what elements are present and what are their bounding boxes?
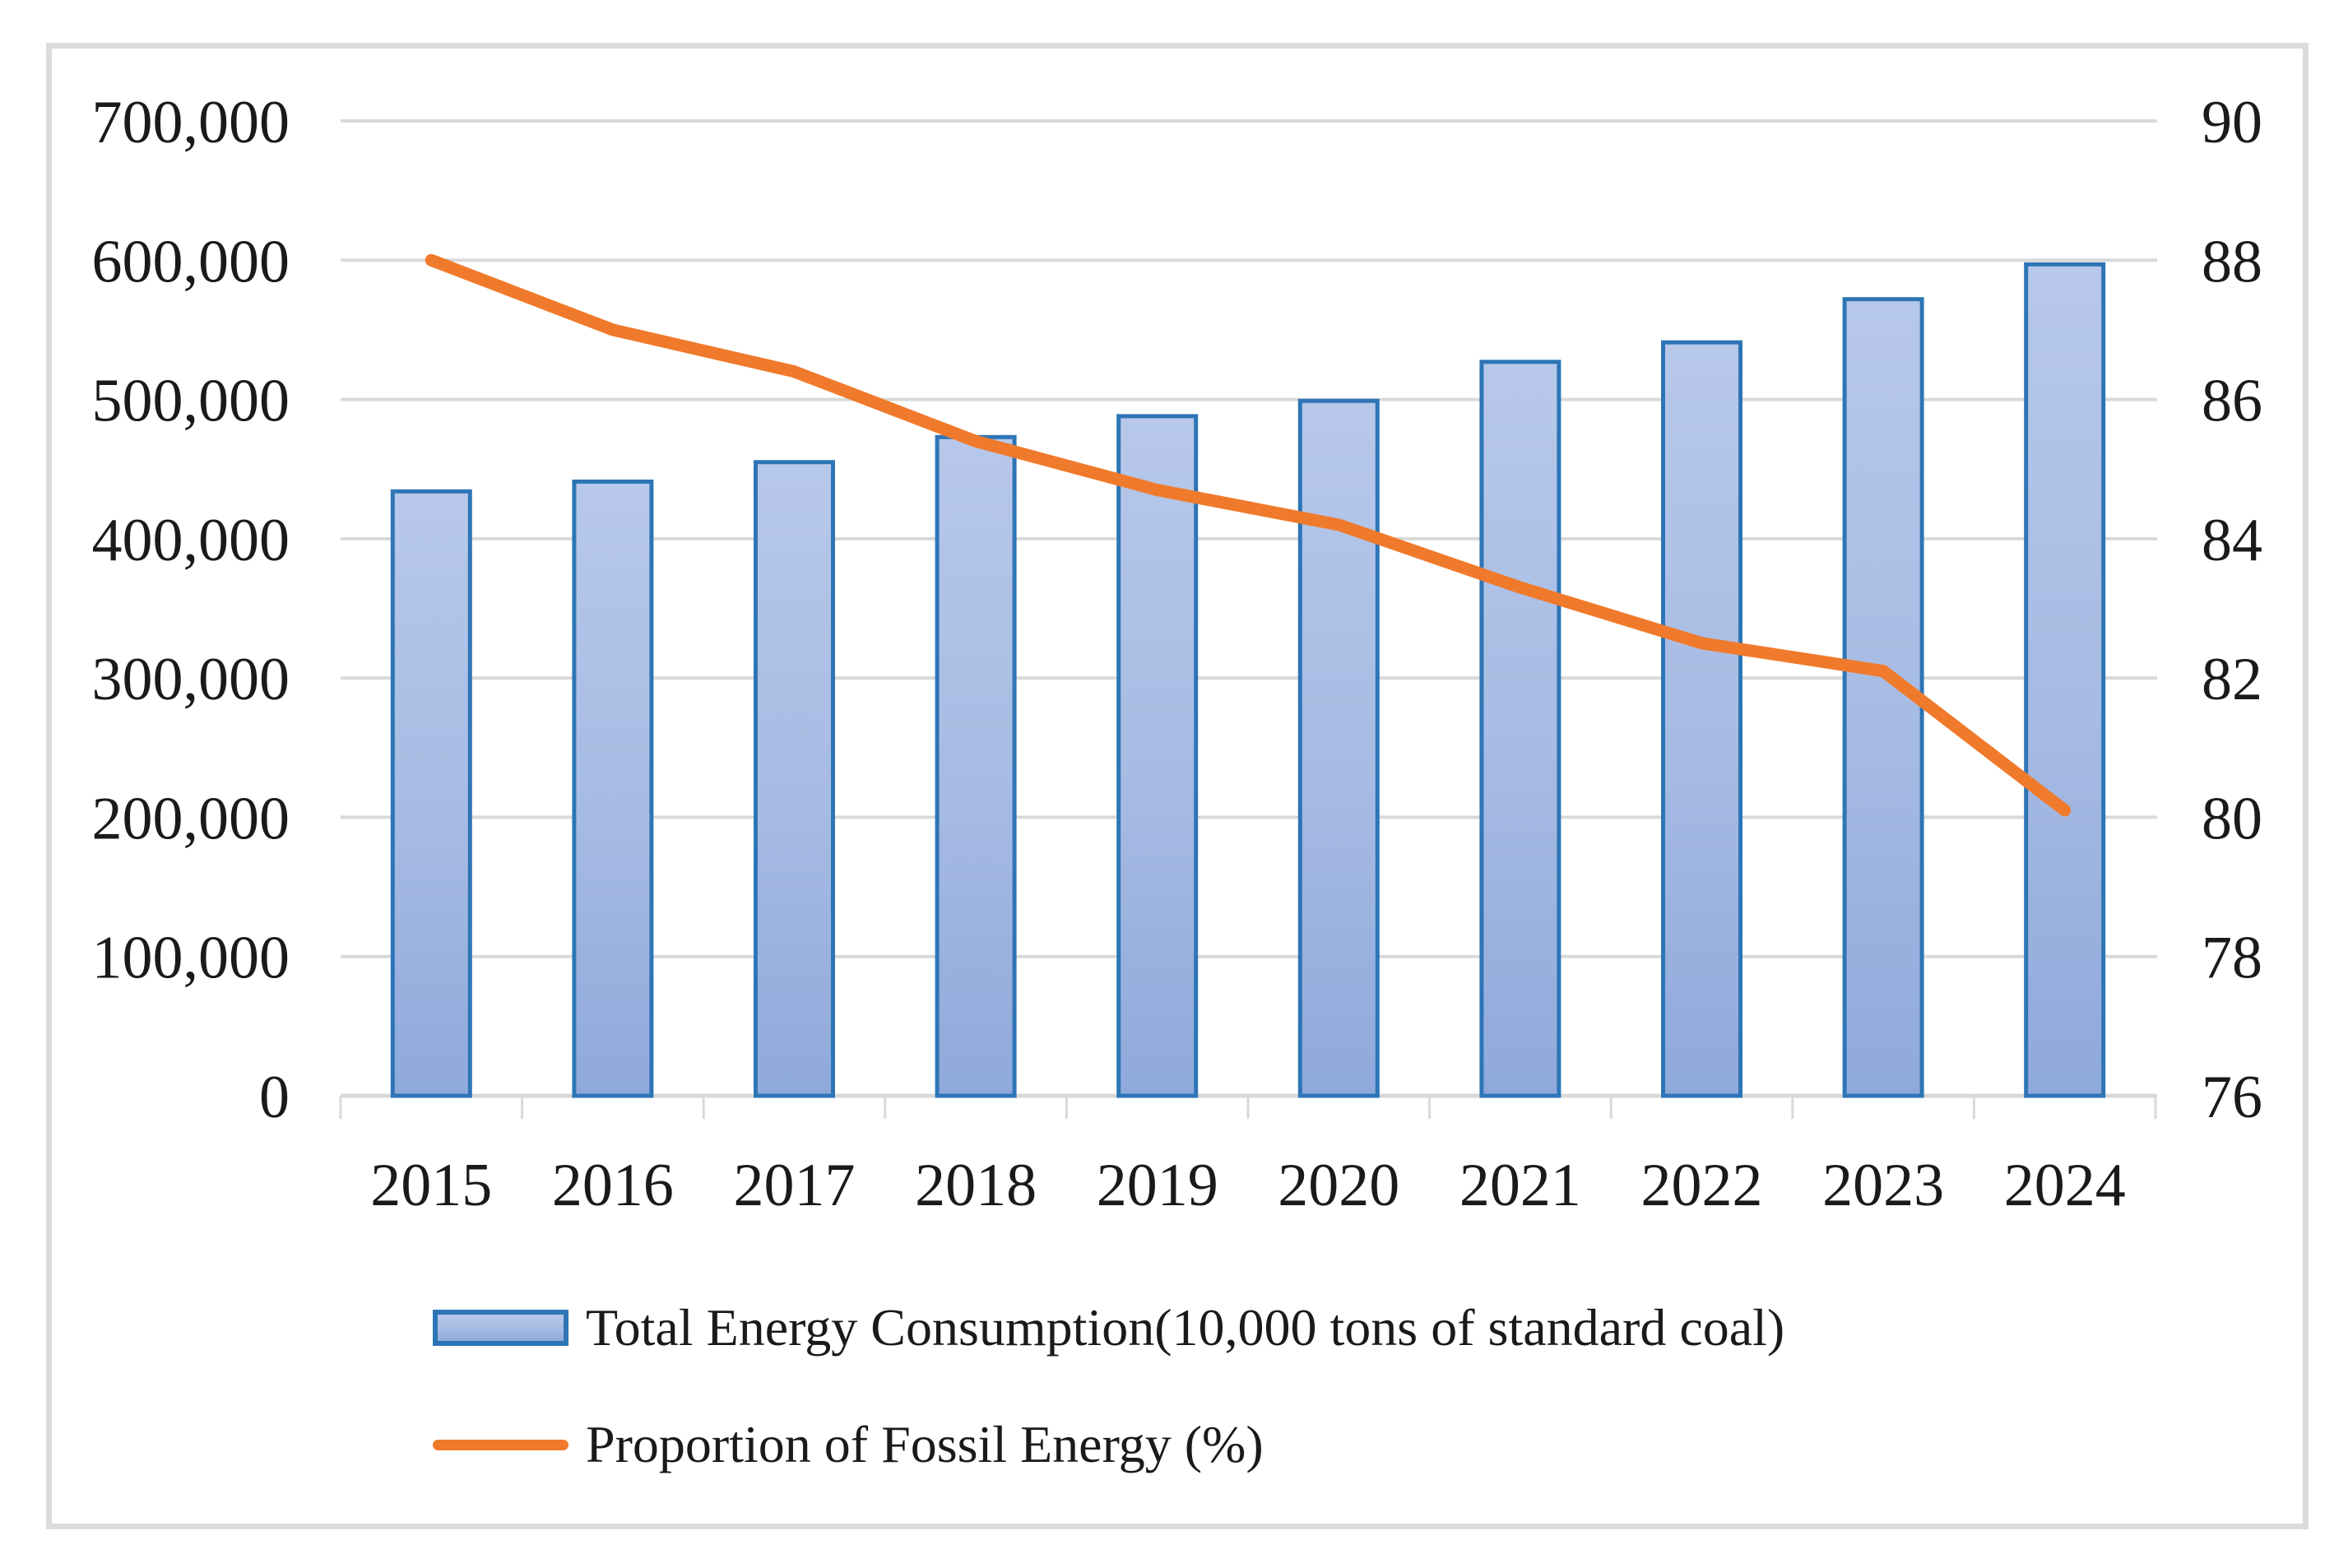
right-axis-tick-labels: 76 78 80 82 84 86 88 90 xyxy=(2202,89,2262,1131)
category-axis-ticks xyxy=(339,1096,2157,1119)
left-axis-label: 200,000 xyxy=(92,785,290,852)
right-axis-label: 76 xyxy=(2202,1064,2262,1131)
left-axis-label: 400,000 xyxy=(92,507,290,574)
year-label-2016: 2016 xyxy=(552,1152,674,1219)
bar-2022 xyxy=(1661,340,1742,1098)
energy-consumption-bars xyxy=(390,262,2106,1098)
left-axis-label: 0 xyxy=(259,1064,290,1131)
left-axis-label: 300,000 xyxy=(92,646,290,713)
bar-2017 xyxy=(754,460,835,1098)
fossil-energy-line xyxy=(425,253,2072,817)
fossil-energy-proportion-line xyxy=(425,253,2072,817)
year-label-2015: 2015 xyxy=(370,1152,492,1219)
left-axis-label: 600,000 xyxy=(92,228,290,295)
year-label-2022: 2022 xyxy=(1641,1152,1763,1219)
year-label-2020: 2020 xyxy=(1278,1152,1399,1219)
year-label-2024: 2024 xyxy=(2004,1152,2126,1219)
x-axis-year-labels: 2015 2016 2017 2018 2019 2020 2021 2022 2023 2024 xyxy=(370,1152,2125,1219)
right-axis-label: 88 xyxy=(2202,228,2262,295)
bar-2016 xyxy=(572,479,654,1098)
year-label-2018: 2018 xyxy=(915,1152,1037,1219)
bar-2021 xyxy=(1479,360,1561,1098)
right-axis-label: 82 xyxy=(2202,646,2262,713)
right-axis-label: 80 xyxy=(2202,785,2262,852)
year-label-2023: 2023 xyxy=(1822,1152,1944,1219)
year-label-2017: 2017 xyxy=(734,1152,856,1219)
right-axis-label: 86 xyxy=(2202,368,2262,435)
bar-2015 xyxy=(390,489,472,1098)
year-label-2019: 2019 xyxy=(1097,1152,1218,1219)
right-axis-label: 90 xyxy=(2202,89,2262,156)
bar-2024 xyxy=(2024,262,2106,1098)
year-label-2021: 2021 xyxy=(1459,1152,1581,1219)
bar-2018 xyxy=(935,434,1017,1098)
left-axis-tick-labels: 0 100,000 200,000 300,000 400,000 500,000 600,… xyxy=(92,89,290,1131)
right-axis-label: 84 xyxy=(2202,507,2262,574)
bar-2020 xyxy=(1297,398,1380,1098)
right-axis-label: 78 xyxy=(2202,925,2262,992)
left-axis-label: 500,000 xyxy=(92,368,290,435)
left-axis-label: 700,000 xyxy=(92,89,290,156)
left-axis-label: 100,000 xyxy=(92,925,290,992)
bar-2019 xyxy=(1116,414,1199,1098)
